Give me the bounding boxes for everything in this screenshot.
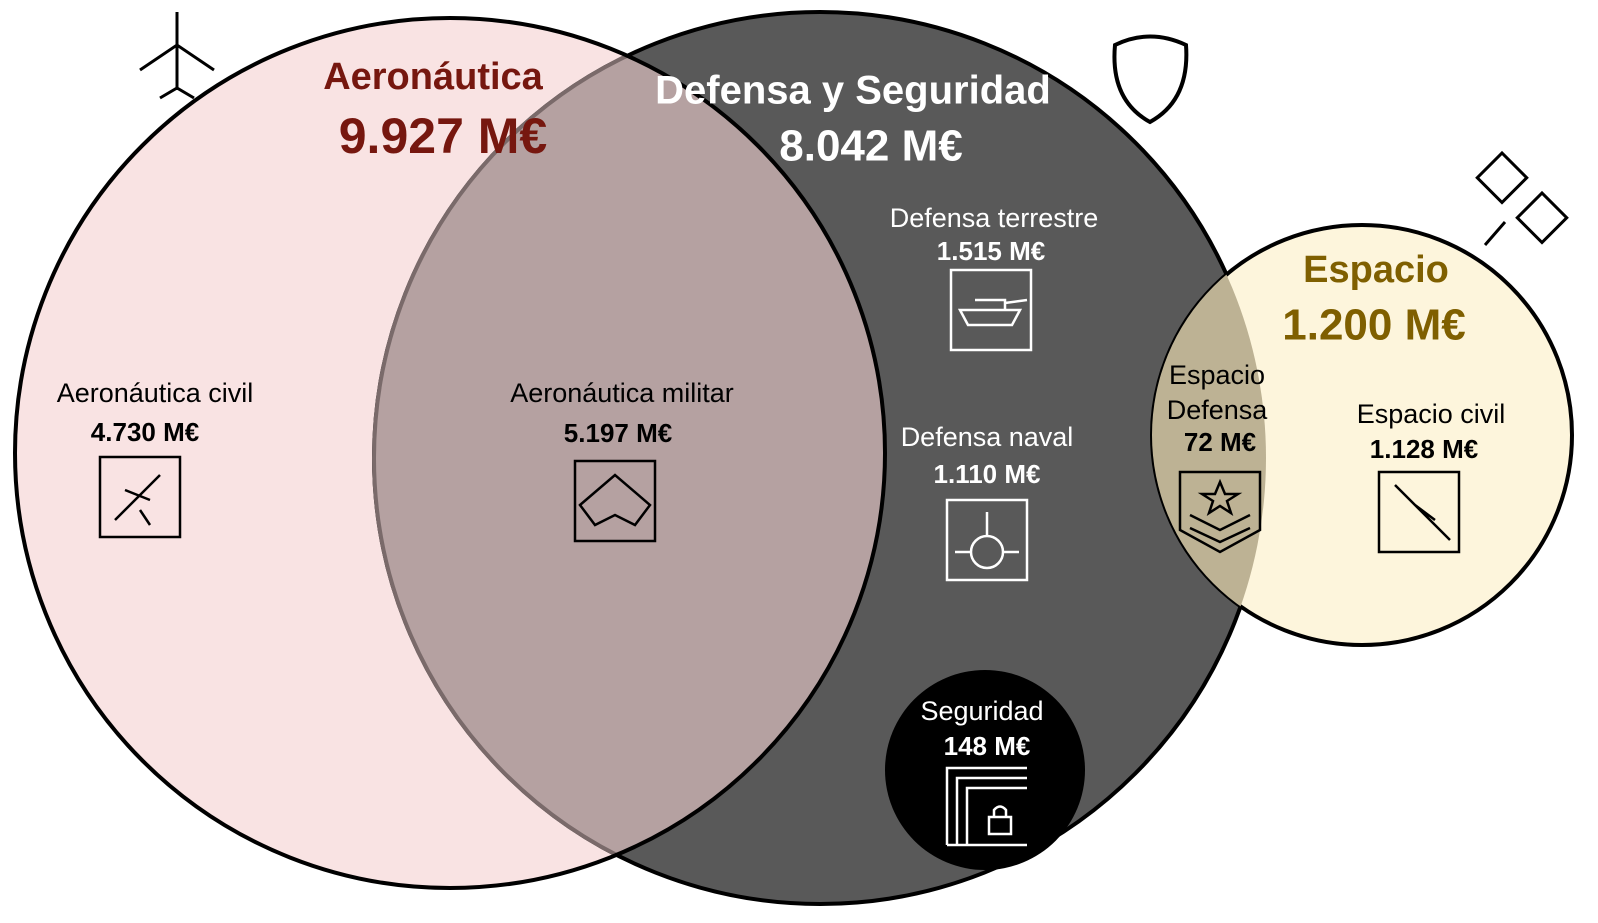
region-label: Espacio xyxy=(1169,360,1265,390)
set-label: Defensa y Seguridad xyxy=(655,69,1051,113)
space-civil-icon xyxy=(1377,470,1461,554)
plane-icon xyxy=(139,12,215,100)
military-icon xyxy=(573,459,657,543)
shield-icon xyxy=(1112,34,1189,125)
region-value: 1.128 M€ xyxy=(1370,434,1478,464)
security-icon xyxy=(945,766,1027,847)
set-value: 1.200 M€ xyxy=(1282,301,1465,350)
set-label: Aeronáutica xyxy=(323,56,543,98)
region-label: Aeronáutica civil xyxy=(57,378,254,408)
seguridad-circle xyxy=(885,670,1085,870)
set-value: 8.042 M€ xyxy=(779,122,962,171)
naval-icon xyxy=(945,498,1029,582)
region-value: 72 M€ xyxy=(1184,427,1256,457)
region-value: 1.515 M€ xyxy=(937,236,1045,266)
tank-icon xyxy=(949,268,1033,352)
region-value: 148 M€ xyxy=(944,731,1031,761)
aeronautica-defensa-overlap xyxy=(374,18,885,888)
aeronautica-border xyxy=(13,16,887,890)
region-label: Aeronáutica militar xyxy=(510,378,734,408)
rank-icon xyxy=(1178,470,1262,554)
region-label: Defensa naval xyxy=(901,422,1074,452)
region-label: Seguridad xyxy=(920,696,1043,726)
region-value: 5.197 M€ xyxy=(564,418,672,448)
set-label: Espacio xyxy=(1303,249,1449,291)
civil-icon xyxy=(98,455,182,539)
satellite-icon xyxy=(1475,150,1569,246)
region-label: Defensa xyxy=(1167,395,1269,425)
region-label: Espacio civil xyxy=(1357,399,1506,429)
region-label: Defensa terrestre xyxy=(890,203,1099,233)
region-value: 4.730 M€ xyxy=(91,417,199,447)
overlap-border xyxy=(372,18,885,888)
set-value: 9.927 M€ xyxy=(339,108,547,164)
region-value: 1.110 M€ xyxy=(934,459,1041,489)
